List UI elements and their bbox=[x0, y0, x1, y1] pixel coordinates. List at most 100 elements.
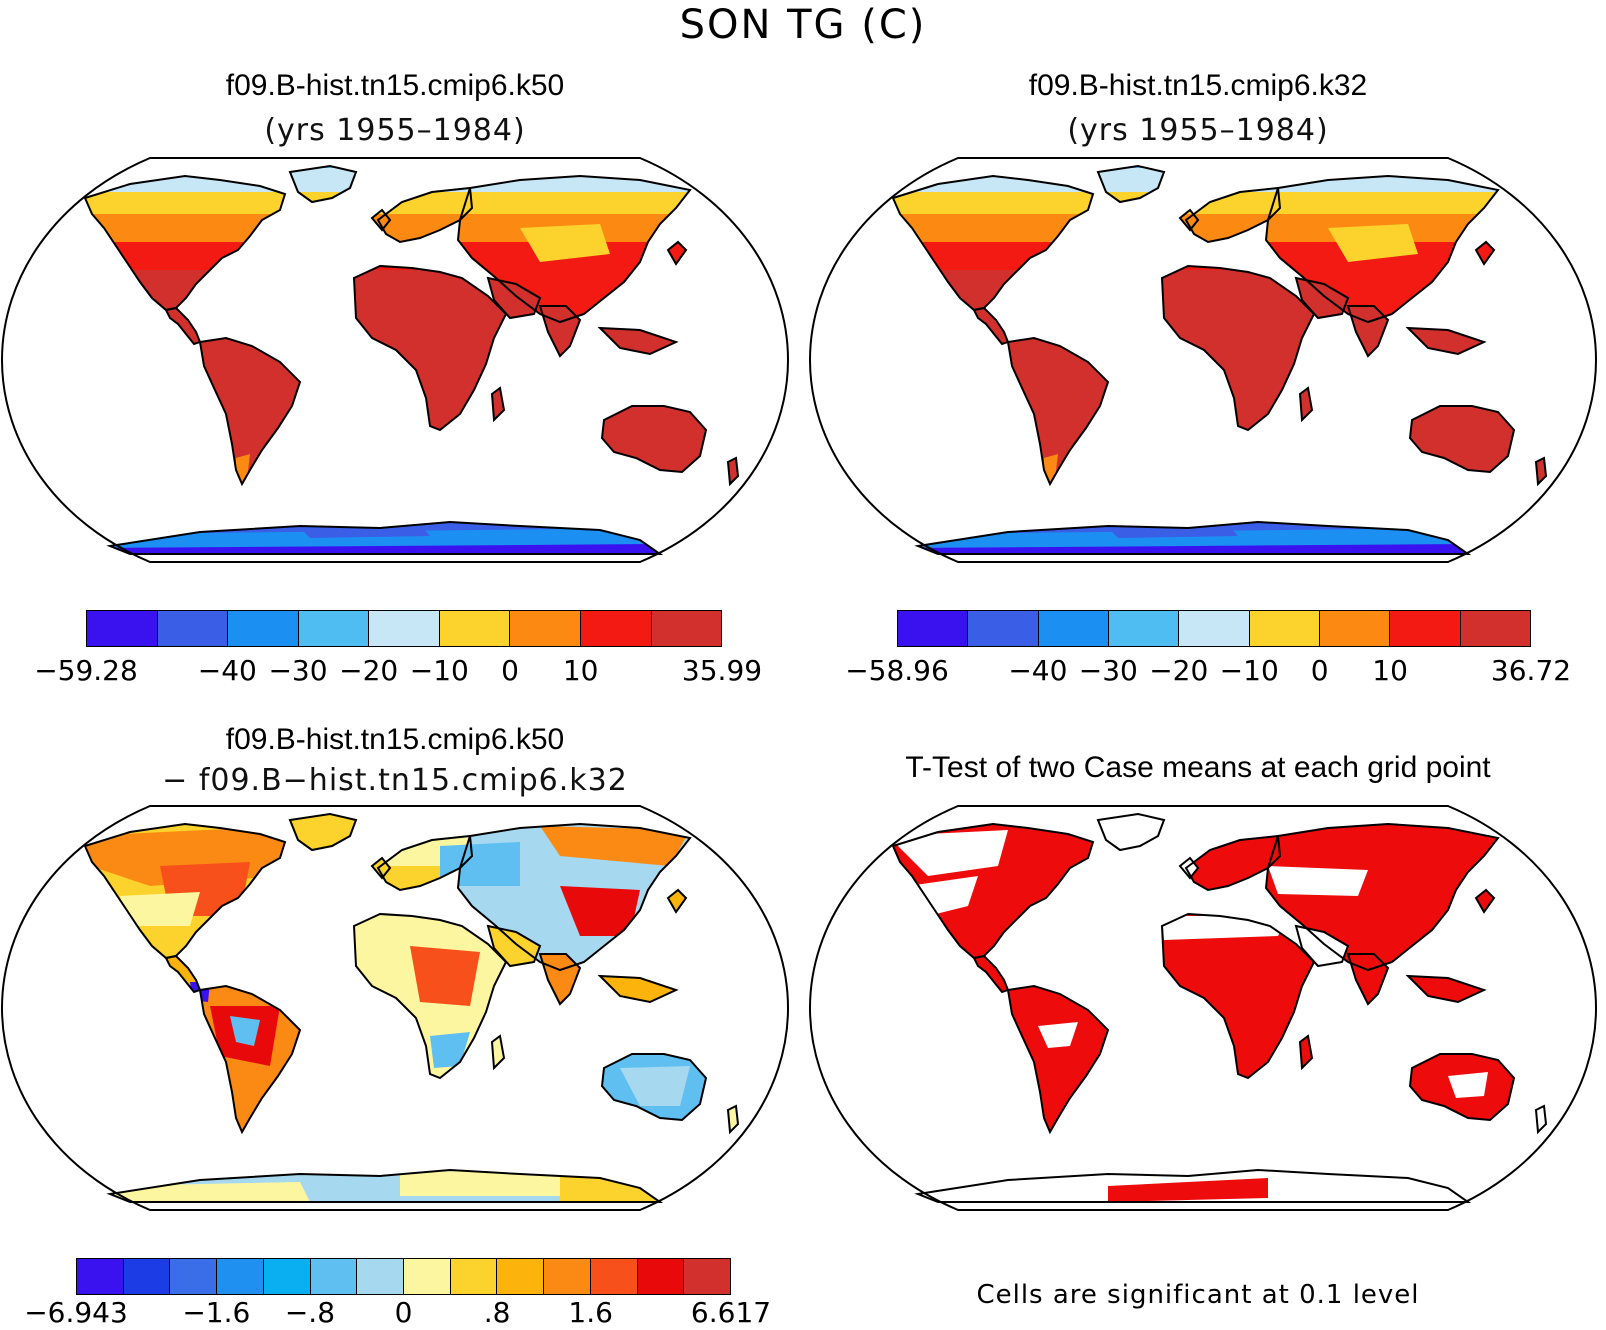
coastline bbox=[1006, 984, 1110, 1135]
shading-band bbox=[85, 168, 720, 194]
colorbar-tick-label: −30 bbox=[268, 654, 328, 687]
panel-ttest-title: T-Test of two Case means at each grid po… bbox=[905, 751, 1491, 784]
shading-bands bbox=[893, 168, 1528, 554]
coastline bbox=[600, 405, 708, 474]
coastline bbox=[288, 164, 358, 204]
shading-band bbox=[620, 1066, 690, 1106]
colorbar-tick-label: .8 bbox=[483, 1296, 511, 1329]
landmass-se bbox=[1408, 328, 1484, 354]
colorbar-tick-label: 6.617 bbox=[690, 1296, 772, 1329]
coastline bbox=[538, 305, 582, 358]
colorbar-swatch bbox=[1460, 611, 1530, 646]
colorbar-swatch bbox=[1390, 611, 1461, 646]
coastline bbox=[490, 386, 506, 423]
colorbar-k32 bbox=[897, 610, 1531, 647]
colorbar-tick-label: 35.99 bbox=[681, 654, 763, 687]
coastline bbox=[370, 208, 392, 232]
colorbar-tick-label: −10 bbox=[409, 654, 469, 687]
coastline bbox=[1006, 336, 1110, 487]
colorbar-tick-label: −1.6 bbox=[182, 1296, 251, 1329]
colorbar-difference-labels: −6.943 −1.6 −.8 0 .8 1.6 6.617 bbox=[24, 1296, 771, 1330]
coastline bbox=[972, 306, 1010, 346]
panel-diff-subtitle: − f09.B−hist.tn15.cmip6.k32 bbox=[162, 763, 628, 798]
coastline bbox=[83, 174, 287, 312]
landmass-sa bbox=[1008, 338, 1108, 484]
landmass-au bbox=[602, 406, 706, 472]
coastline bbox=[1160, 912, 1316, 1080]
colorbar-swatch bbox=[510, 611, 581, 646]
colorbar-swatch bbox=[357, 1259, 405, 1294]
coastline bbox=[106, 520, 664, 555]
shading-band bbox=[893, 168, 1528, 194]
shading-band bbox=[560, 886, 640, 936]
coastline bbox=[164, 954, 202, 994]
colorbar-difference bbox=[76, 1258, 731, 1295]
map-frame bbox=[808, 157, 1598, 563]
coastline bbox=[666, 240, 688, 266]
landmass-se bbox=[600, 328, 676, 354]
shading-band bbox=[893, 192, 1528, 216]
colorbar-swatch bbox=[228, 611, 299, 646]
colorbar-swatch bbox=[590, 1259, 638, 1294]
coastline bbox=[1160, 264, 1316, 432]
colorbar-swatch bbox=[684, 1259, 731, 1294]
landmass-ca bbox=[974, 308, 1008, 344]
landmass-ca bbox=[166, 308, 200, 344]
landmass-se bbox=[1408, 976, 1484, 1002]
shading-band bbox=[1268, 866, 1368, 896]
shading-band bbox=[100, 1182, 310, 1202]
colorbar-swatch bbox=[439, 611, 511, 646]
coastline bbox=[1474, 888, 1496, 914]
colorbar-k50 bbox=[86, 610, 722, 647]
colorbar-swatch bbox=[170, 1259, 218, 1294]
colorbar-tick-label: −6.943 bbox=[24, 1296, 128, 1329]
colorbar-swatch bbox=[637, 1259, 685, 1294]
shading-bands bbox=[85, 168, 720, 554]
colorbar-swatch bbox=[651, 611, 722, 646]
landmass-ar bbox=[488, 278, 540, 318]
shading-band bbox=[1038, 1022, 1078, 1048]
coastline bbox=[538, 953, 582, 1006]
landmass-af bbox=[354, 266, 506, 430]
shading-band bbox=[360, 866, 440, 896]
coastline bbox=[1346, 953, 1390, 1006]
shading-band bbox=[120, 892, 200, 926]
colorbar-k32-labels: −58.96 −40 −30 −20 −10 0 10 36.72 bbox=[845, 654, 1571, 688]
colorbar-swatch bbox=[1038, 611, 1109, 646]
map-k32 bbox=[808, 157, 1598, 563]
colorbar-k50-labels: −59.28 −40 −30 −20 −10 0 10 35.99 bbox=[34, 654, 762, 688]
panel-k50-subtitle: (yrs 1955–1984) bbox=[264, 113, 526, 148]
coastline bbox=[726, 456, 740, 487]
shading-band bbox=[85, 192, 720, 216]
colorbar-tick-label: 0 bbox=[394, 1296, 413, 1329]
ttest-footnote: Cells are significant at 0.1 level bbox=[976, 1280, 1420, 1310]
landmass-sa bbox=[1008, 986, 1108, 1132]
coastlines bbox=[83, 164, 740, 555]
coastline bbox=[1408, 1053, 1516, 1122]
colorbar-swatch bbox=[123, 1259, 171, 1294]
coastline bbox=[1264, 822, 1500, 972]
figure-title: SON TG (C) bbox=[679, 2, 927, 48]
coastline bbox=[914, 1168, 1472, 1203]
shading-band bbox=[1108, 1178, 1268, 1202]
coastline bbox=[1096, 164, 1166, 204]
landmass-af bbox=[1162, 266, 1314, 430]
colorbar-swatch bbox=[217, 1259, 264, 1294]
coastline bbox=[164, 306, 202, 346]
coastline bbox=[597, 974, 679, 1004]
colorbar-swatch bbox=[580, 611, 652, 646]
panel-k50-title: f09.B-hist.tn15.cmip6.k50 bbox=[225, 69, 565, 102]
colorbar-tick-label: 10 bbox=[562, 654, 599, 687]
shading-band bbox=[100, 528, 660, 548]
coastline bbox=[1298, 386, 1314, 423]
landmass-ar bbox=[1296, 926, 1348, 966]
shading-band bbox=[1448, 1072, 1488, 1098]
map-difference bbox=[0, 805, 790, 1211]
coastline bbox=[1534, 1104, 1548, 1135]
landmass-sa bbox=[200, 338, 300, 484]
colorbar-swatch bbox=[404, 1259, 451, 1294]
map-ttest bbox=[808, 805, 1598, 1211]
colorbar-tick-label: −59.28 bbox=[34, 654, 138, 687]
coastline bbox=[456, 174, 692, 324]
shading-band bbox=[400, 1170, 560, 1196]
